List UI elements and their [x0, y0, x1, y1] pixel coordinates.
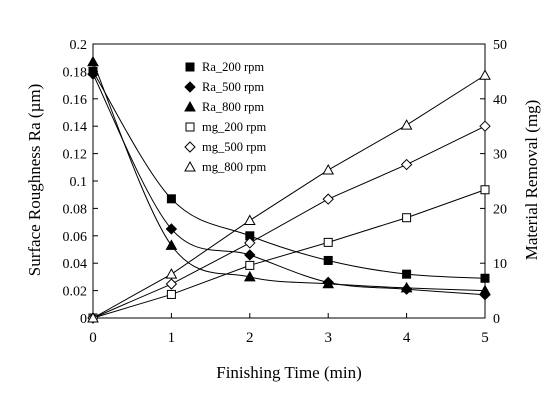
legend-marker-2: [184, 100, 196, 112]
plot-frame: [92, 43, 486, 319]
y-left-tick-label: 0.04: [63, 257, 88, 272]
fit-curves: [92, 61, 486, 319]
data-point-5-3: [322, 164, 335, 175]
y-left-tick-label: 0.06: [63, 230, 88, 245]
x-tick-label: 1: [168, 330, 176, 346]
data-point-2-4: [400, 281, 413, 293]
fit-curve-5: [92, 74, 486, 319]
y-left-tick-label: 0.18: [63, 65, 88, 80]
y-left-tick-label: 0.1: [70, 175, 88, 190]
data-point-5-4: [400, 119, 413, 130]
data-point-4-1: [165, 278, 178, 290]
data-point-3-2: [245, 260, 255, 270]
data-point-3-5: [480, 185, 490, 195]
data-point-1-0: [87, 68, 99, 80]
y-axis-left-title: Surface Roughness Ra (µm): [25, 84, 44, 277]
legend-label-3: mg_200 rpm: [202, 120, 267, 134]
data-point-2-5: [479, 284, 491, 296]
x-tick-label: 3: [324, 330, 332, 346]
y-left-tick-label: 0.14: [63, 120, 88, 135]
fit-curve-4: [92, 125, 486, 319]
x-tick-label: 0: [89, 330, 97, 346]
fit-curve-0: [92, 71, 486, 279]
data-point-2-1: [165, 239, 178, 250]
data-point-5-0: [87, 311, 99, 323]
legend-marker-4: [184, 141, 196, 153]
data-markers: [87, 55, 491, 324]
x-tick-label: 2: [246, 330, 254, 346]
data-point-0-4: [402, 269, 412, 279]
data-point-5-2: [243, 214, 256, 225]
y-right-tick-label: 10: [493, 257, 507, 272]
y-right-tick-label: 20: [493, 202, 507, 217]
fit-curve-1: [92, 73, 486, 296]
fit-curve-3: [92, 189, 486, 319]
data-point-1-2: [244, 249, 256, 261]
y-right-tick-label: 0: [493, 312, 500, 327]
y-right-tick-label: 50: [493, 38, 507, 53]
data-point-2-0: [87, 55, 99, 67]
data-point-4-3: [322, 193, 334, 205]
y-left-tick-label: 0.08: [63, 202, 88, 217]
data-point-3-3: [323, 237, 333, 247]
y-right-tick-label: 30: [493, 148, 507, 163]
x-tick-label: 5: [481, 330, 489, 346]
x-tick-label: 4: [403, 330, 411, 346]
y-left-tick-label: 0.16: [63, 93, 88, 108]
legend-marker-1: [184, 81, 196, 93]
data-point-1-1: [165, 223, 178, 235]
y-axis-right-title: Material Removal (mg): [522, 100, 541, 261]
y-left-tick-label: 0.02: [63, 285, 88, 300]
y-left-tick-label: 0.12: [63, 148, 88, 163]
fit-curve-2: [92, 61, 486, 292]
data-point-5-5: [479, 69, 491, 80]
legend-label-5: mg_800 rpm: [202, 160, 267, 174]
legend-label-1: Ra_500 rpm: [202, 80, 264, 94]
data-point-4-4: [400, 158, 413, 171]
y-right-tick-label: 40: [493, 93, 507, 108]
legend-marker-3: [185, 122, 195, 132]
data-point-4-2: [244, 237, 256, 249]
legend-marker-5: [184, 160, 196, 172]
axes: 0 1 2 3 4 500.020.040.060.080.10.120.140.160.…: [63, 38, 508, 346]
y-left-tick-label: 0.2: [70, 38, 88, 53]
data-point-3-1: [166, 289, 176, 299]
data-point-5-1: [165, 268, 178, 279]
y-left-tick-label: 0: [80, 312, 87, 327]
data-point-0-1: [166, 194, 176, 204]
legend-label-4: mg_500 rpm: [202, 140, 267, 154]
data-point-0-3: [323, 255, 333, 265]
x-axis-title: Finishing Time (min): [216, 363, 361, 382]
data-point-2-2: [243, 270, 256, 282]
data-point-0-5: [480, 273, 490, 283]
legend: Ra_200 rpm Ra_500 rpm Ra_800 rpm mg_200 rpm…: [184, 60, 267, 174]
legend-label-2: Ra_800 rpm: [202, 100, 264, 114]
legend-label-0: Ra_200 rpm: [202, 60, 264, 74]
legend-marker-0: [185, 62, 195, 72]
data-point-3-4: [402, 213, 412, 223]
data-point-4-5: [479, 120, 491, 132]
data-point-2-3: [322, 277, 335, 289]
